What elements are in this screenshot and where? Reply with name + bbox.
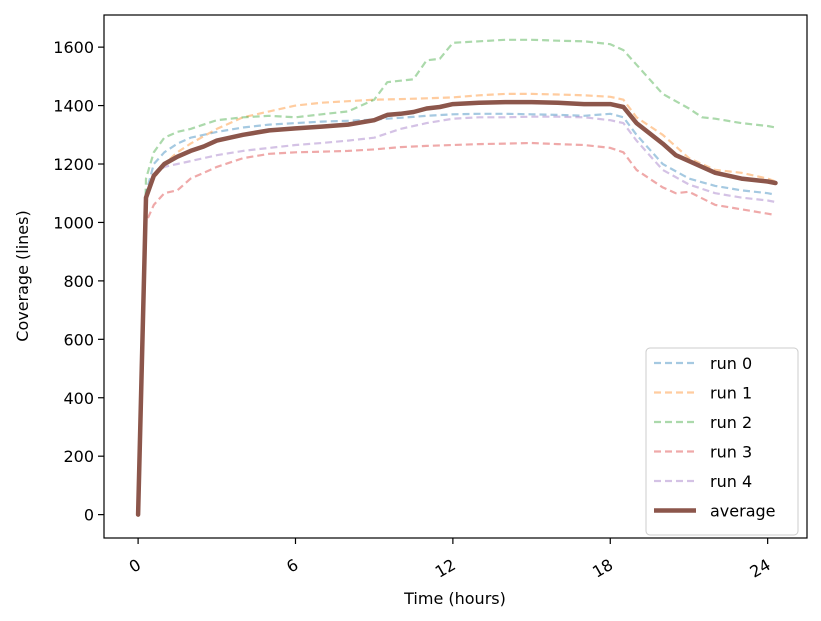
y-tick-label: 600: [63, 330, 94, 349]
legend-label: run 2: [710, 413, 752, 432]
y-tick-label: 0: [84, 506, 94, 525]
legend-label: run 0: [710, 354, 752, 373]
y-tick-label: 1000: [53, 213, 94, 232]
y-axis-title: Coverage (lines): [13, 210, 32, 341]
series-line-run-2: [137, 38, 776, 515]
y-tick-label: 1200: [53, 155, 94, 174]
legend-label: average: [710, 502, 776, 521]
series-line-average: [135, 99, 778, 517]
y-tick-label: 800: [63, 272, 94, 291]
series-line-run-4: [137, 115, 776, 515]
y-tick-label: 1400: [53, 97, 94, 116]
legend: run 0 run 1 run 2 run 3 run 4 average: [645, 347, 799, 536]
series-line-run-3: [137, 141, 776, 515]
legend-label: run 3: [710, 443, 752, 462]
y-tick-label: 400: [63, 389, 94, 408]
legend-label: run 1: [710, 384, 752, 403]
series-lines: [135, 38, 778, 517]
y-axis: 0 200 400 600 800 1000 1200 1400 1600: [53, 38, 104, 525]
legend-box: [645, 347, 799, 536]
x-axis-title: Time (hours): [403, 589, 506, 608]
plot-frame: [103, 14, 808, 539]
y-tick-label: 200: [63, 447, 94, 466]
legend-label: run 4: [710, 472, 752, 491]
series-line-run-1: [137, 92, 776, 515]
y-tick-label: 1600: [53, 38, 94, 57]
